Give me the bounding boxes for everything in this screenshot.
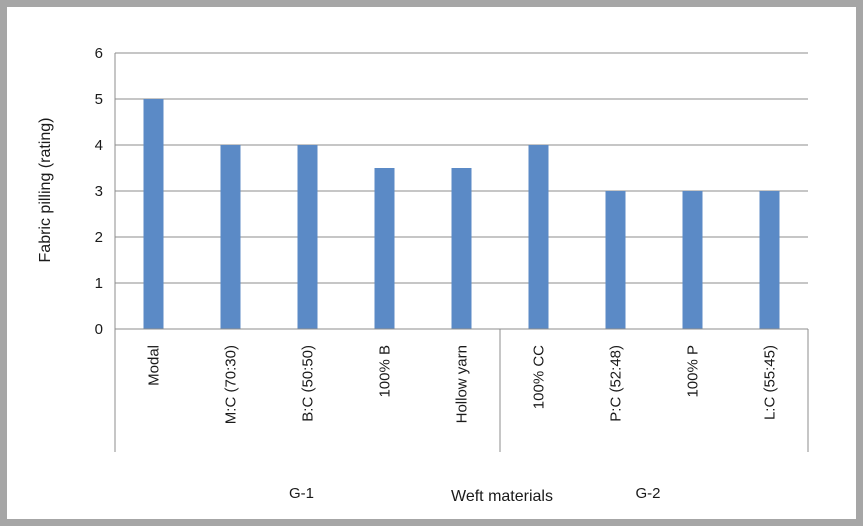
x-tick-label: L:C (55:45) xyxy=(762,345,779,420)
axes xyxy=(114,53,809,452)
y-tick-label: 6 xyxy=(95,45,103,62)
group-label: G-1 xyxy=(289,485,314,502)
y-tick-label: 1 xyxy=(95,275,103,292)
y-axis-title: Fabric pilling (rating) xyxy=(37,118,54,263)
x-tick-label: B:C (50:50) xyxy=(300,345,317,422)
x-tick-label: 100% P xyxy=(685,345,702,398)
y-tick-label: 0 xyxy=(95,321,103,338)
bar-8 xyxy=(682,191,703,329)
bar-3 xyxy=(297,145,318,329)
y-tick-label: 4 xyxy=(95,137,103,154)
group-label: G-2 xyxy=(635,485,660,502)
labels: 0 1 2 3 4 5 6 Modal M:C (70:30) B:C (50:50) 100% B… xyxy=(95,45,779,502)
x-axis-title: Weft materials xyxy=(451,488,553,505)
x-tick-label: Modal xyxy=(146,345,163,386)
x-tick-label: Hollow yarn xyxy=(454,345,471,423)
bar-2 xyxy=(220,145,241,329)
x-tick-label: 100% B xyxy=(377,345,394,398)
x-tick-label: 100% CC xyxy=(531,345,548,409)
bar-9 xyxy=(759,191,780,329)
y-tick-label: 5 xyxy=(95,91,103,108)
bar-5 xyxy=(451,168,472,329)
bar-4 xyxy=(374,168,395,329)
y-tick-label: 3 xyxy=(95,183,103,200)
y-tick-label: 2 xyxy=(95,229,103,246)
bar-7 xyxy=(605,191,626,329)
bar-1 xyxy=(143,99,164,329)
x-tick-label: M:C (70:30) xyxy=(223,345,240,424)
bar-6 xyxy=(528,145,549,329)
bars xyxy=(143,99,780,329)
x-tick-label: P:C (52:48) xyxy=(608,345,625,422)
